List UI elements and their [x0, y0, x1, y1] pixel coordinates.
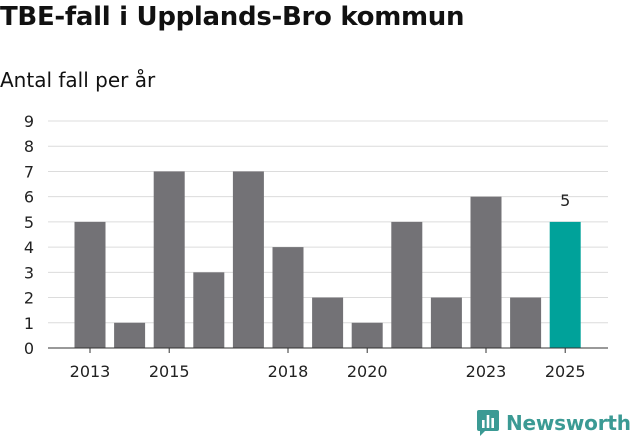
- bar-chart: 0 1 2 3 4 5 6 7 8 9 2013 2015 2018 2020 2023 2025 5: [24, 112, 608, 381]
- bar-2017: [232, 171, 264, 348]
- bar-2013: [74, 221, 106, 348]
- newsworthy-logo-icon: [477, 410, 499, 436]
- chart-subtitle: Antal fall per år: [0, 68, 156, 92]
- y-tick-label: 5: [24, 213, 34, 232]
- bar-2014: [114, 322, 146, 348]
- bar-2020: [351, 322, 383, 348]
- brand-logo: Newsworthy: [476, 407, 631, 439]
- y-tick-label: 8: [24, 137, 34, 156]
- data-label: 5: [560, 191, 570, 210]
- bar-2021: [391, 221, 423, 348]
- x-tick-label: 2015: [149, 362, 190, 381]
- x-tick-label: 2018: [268, 362, 309, 381]
- bar-2018: [272, 247, 304, 348]
- y-tick-label: 3: [24, 263, 34, 282]
- y-tick-label: 1: [24, 314, 34, 333]
- x-tick-label: 2025: [545, 362, 586, 381]
- y-tick-label: 0: [24, 339, 34, 358]
- y-tick-label: 6: [24, 188, 34, 207]
- brand-name: Newsworthy: [506, 411, 631, 435]
- bar-2023: [470, 196, 502, 348]
- y-tick-label: 2: [24, 289, 34, 308]
- x-tick-label: 2013: [70, 362, 111, 381]
- bar-2015: [153, 171, 185, 348]
- bar-2019: [312, 297, 344, 348]
- bar-2025: [549, 221, 581, 348]
- chart-title: TBE-fall i Upplands-Bro kommun: [0, 2, 465, 32]
- bar-2022: [430, 297, 462, 348]
- x-tick-label: 2023: [466, 362, 507, 381]
- bar-2024: [510, 297, 542, 348]
- x-tick-label: 2020: [347, 362, 388, 381]
- y-tick-label: 7: [24, 162, 34, 181]
- y-tick-label: 4: [24, 238, 34, 257]
- y-tick-label: 9: [24, 112, 34, 131]
- bar-2016: [193, 272, 225, 348]
